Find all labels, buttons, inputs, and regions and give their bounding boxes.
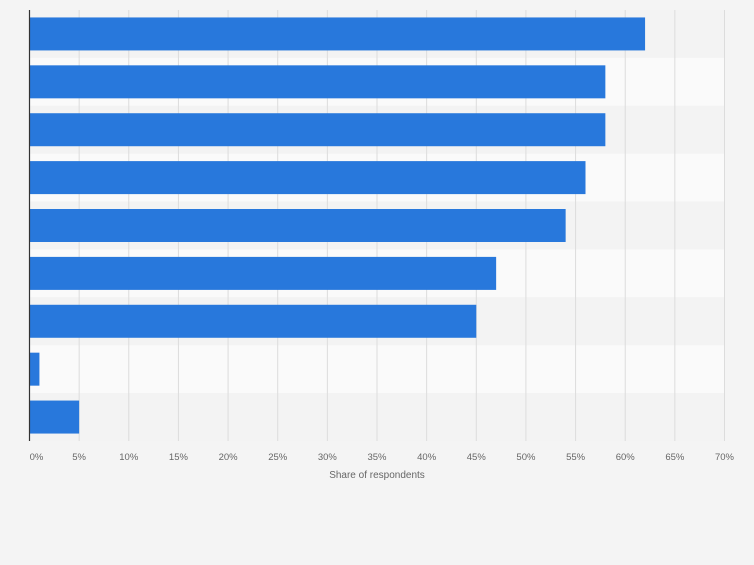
- bar: [29, 17, 646, 51]
- bar: [29, 400, 80, 434]
- bar: [29, 352, 40, 386]
- x-tick-label: 40%: [417, 452, 437, 463]
- x-tick-label: 50%: [516, 452, 536, 463]
- x-tick-label: 60%: [616, 452, 636, 463]
- x-tick-label: 70%: [715, 452, 735, 463]
- x-tick-label: 5%: [72, 452, 86, 463]
- x-axis-label: Share of respondents: [329, 470, 425, 481]
- x-tick-label: 65%: [665, 452, 685, 463]
- x-tick-label: 35%: [367, 452, 387, 463]
- x-tick-label: 45%: [467, 452, 487, 463]
- x-tick-label: 30%: [318, 452, 338, 463]
- x-tick-label: 10%: [119, 452, 139, 463]
- bar: [29, 113, 606, 147]
- bar: [29, 65, 606, 99]
- bar: [29, 209, 566, 242]
- bars: [29, 17, 646, 434]
- x-tick-labels: 0% 5% 10% 15% 20% 25% 30% 35% 40% 45% 50% 55% 60% 65%…: [30, 452, 735, 463]
- x-tick-label: 55%: [566, 452, 586, 463]
- bar: [29, 161, 586, 195]
- x-tick-label: 0%: [30, 452, 44, 463]
- bar: [29, 256, 497, 290]
- x-tick-label: 20%: [219, 452, 239, 463]
- x-tick-label: 25%: [268, 452, 288, 463]
- bar: [29, 304, 477, 338]
- x-tick-label: 15%: [169, 452, 189, 463]
